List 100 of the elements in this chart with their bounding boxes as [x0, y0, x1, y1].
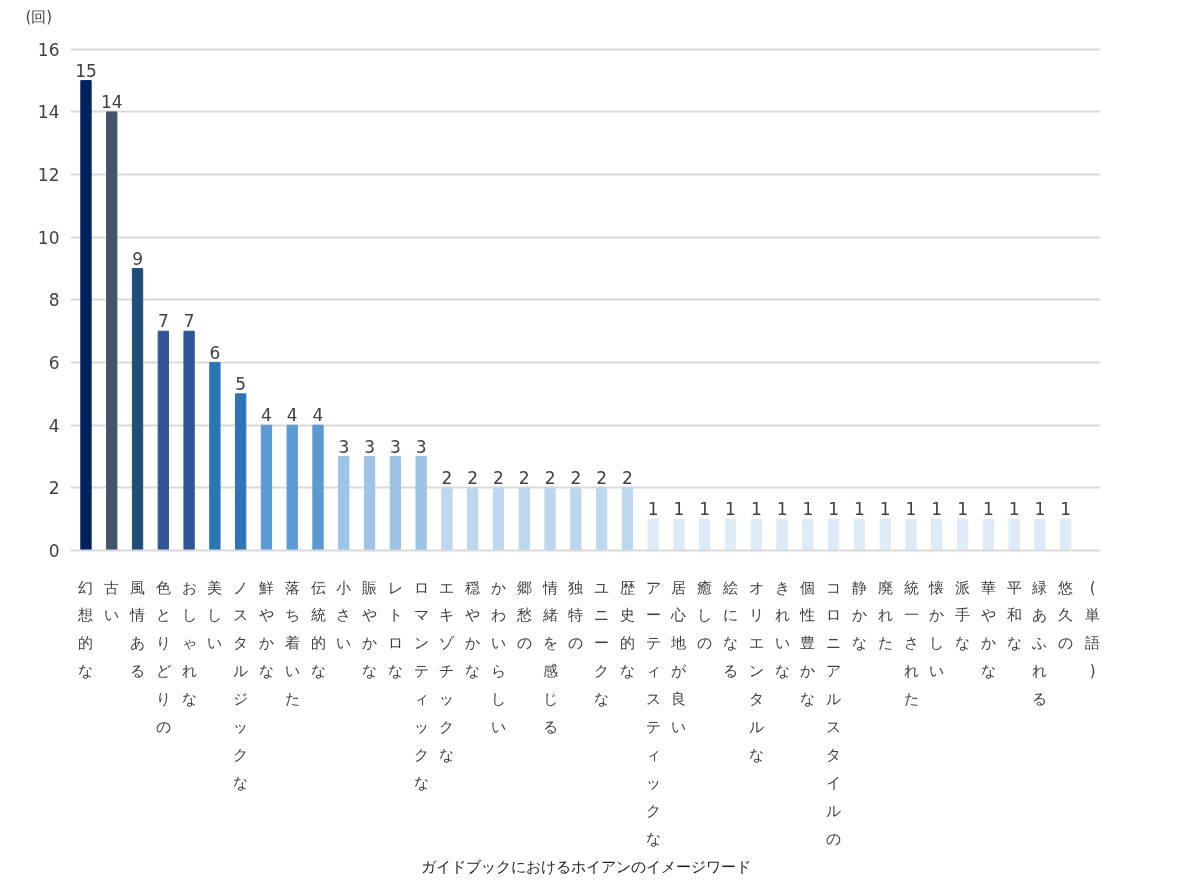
data-label: 1 — [776, 499, 788, 520]
bar — [312, 424, 324, 551]
x-tick-label: 廃れた — [877, 578, 893, 653]
bar — [905, 518, 917, 551]
data-label: 7 — [183, 311, 195, 332]
bar — [183, 330, 195, 551]
data-label: 1 — [931, 499, 943, 520]
bar — [518, 487, 530, 551]
x-tick-label: 鮮やかな — [258, 578, 274, 681]
bar — [621, 487, 634, 551]
x-tick-label: ユニークな — [594, 578, 610, 709]
x-tick-label: 緑あふれる — [1031, 578, 1048, 709]
bar — [570, 487, 582, 551]
bar — [724, 518, 737, 551]
y-tick-label: 10 — [37, 227, 60, 248]
data-label: 14 — [100, 91, 123, 112]
x-tick-label: 小さい — [336, 578, 352, 653]
data-label: 7 — [157, 311, 169, 332]
bar — [879, 518, 891, 551]
x-tick-label: 美しい — [207, 578, 223, 653]
x-tick-label: 華やかな — [980, 578, 996, 681]
bar — [931, 518, 943, 551]
data-label: 3 — [389, 436, 401, 457]
y-axis-title: (回) — [25, 7, 53, 26]
y-tick-label: 2 — [48, 478, 60, 499]
x-tick-label: 情緒を感じる — [541, 578, 558, 736]
data-label: 1 — [802, 499, 814, 520]
data-label: 2 — [518, 467, 530, 488]
data-label: 3 — [415, 436, 427, 457]
y-tick-label: 6 — [48, 353, 60, 374]
y-tick-label: 14 — [37, 102, 60, 123]
bar — [544, 487, 556, 551]
x-tick-label: 歴史的な — [619, 578, 635, 681]
data-label: 4 — [312, 405, 324, 426]
x-tick-label: かわいらしい — [490, 578, 506, 736]
bar — [235, 393, 247, 551]
bar — [595, 487, 608, 551]
x-tick-label: ノスタルジックな — [233, 578, 249, 792]
x-axis-title: (単語) — [1085, 578, 1101, 681]
data-label: 2 — [441, 467, 453, 488]
x-tick-label: 悠久の — [1057, 578, 1074, 653]
bar — [1060, 518, 1072, 551]
x-tick-label: 落ち着いた — [284, 578, 300, 709]
x-tick-label: おしゃれな — [181, 578, 197, 709]
x-tick-label: 幻想的な — [77, 578, 94, 681]
bar — [750, 518, 762, 551]
x-tick-label: 派手な — [955, 578, 971, 653]
data-label: 1 — [699, 499, 711, 520]
bar — [260, 424, 273, 551]
bar — [828, 518, 840, 551]
data-label: 2 — [621, 467, 633, 488]
bar — [467, 487, 479, 551]
data-label: 1 — [647, 499, 659, 520]
bar — [415, 456, 427, 551]
x-tick-label: レトロな — [387, 578, 403, 681]
category-label: アーティスティックな — [645, 578, 661, 848]
x-tick-label: 伝統的な — [310, 578, 326, 681]
data-label: 5 — [235, 373, 247, 394]
x-tick-label: 独特の — [568, 578, 584, 653]
bar — [1034, 518, 1046, 551]
x-tick-label: きれいな — [774, 578, 790, 681]
data-label: 4 — [261, 405, 272, 426]
bar — [956, 518, 969, 551]
x-tick-label: 居心地が良い — [670, 578, 688, 736]
data-label: 1 — [982, 499, 994, 520]
x-tick-label: 懐かしい — [928, 578, 945, 681]
data-label: 2 — [570, 467, 582, 488]
category-label: コロニアルスタイルの — [826, 578, 842, 848]
bar — [441, 487, 453, 551]
data-label: 3 — [364, 436, 375, 457]
bar — [699, 518, 711, 551]
data-label: 1 — [1060, 499, 1072, 520]
x-tick-label: 古い — [104, 578, 120, 625]
data-label: 1 — [750, 499, 762, 520]
data-label: 4 — [286, 405, 298, 426]
x-tick-label: 個性豊かな — [799, 578, 816, 709]
y-tick-label: 4 — [48, 415, 60, 436]
bar — [338, 456, 350, 551]
x-tick-label: 統一された — [903, 578, 919, 709]
bar — [853, 518, 866, 551]
data-label: 3 — [338, 436, 350, 457]
bar — [982, 518, 994, 551]
x-tick-label: オリエンタルな — [748, 578, 764, 764]
data-label: 1 — [957, 499, 968, 520]
bar — [802, 518, 814, 551]
bar — [647, 518, 659, 551]
bar — [492, 487, 505, 551]
data-label: 2 — [544, 467, 556, 488]
data-label: 1 — [879, 499, 891, 520]
x-tick-label: 絵になる — [722, 578, 739, 681]
data-label: 1 — [725, 499, 736, 520]
data-label: 1 — [1008, 499, 1020, 520]
bar — [106, 111, 118, 551]
bar — [673, 518, 685, 551]
bar — [1008, 518, 1020, 551]
text: ガイドブックにおけるホイアンのイメージワード — [420, 857, 751, 876]
bar — [131, 268, 144, 551]
data-label: 2 — [596, 467, 608, 488]
x-tick-label: エキゾチックな — [439, 578, 456, 764]
x-tick-label: 賑やかな — [362, 578, 378, 681]
